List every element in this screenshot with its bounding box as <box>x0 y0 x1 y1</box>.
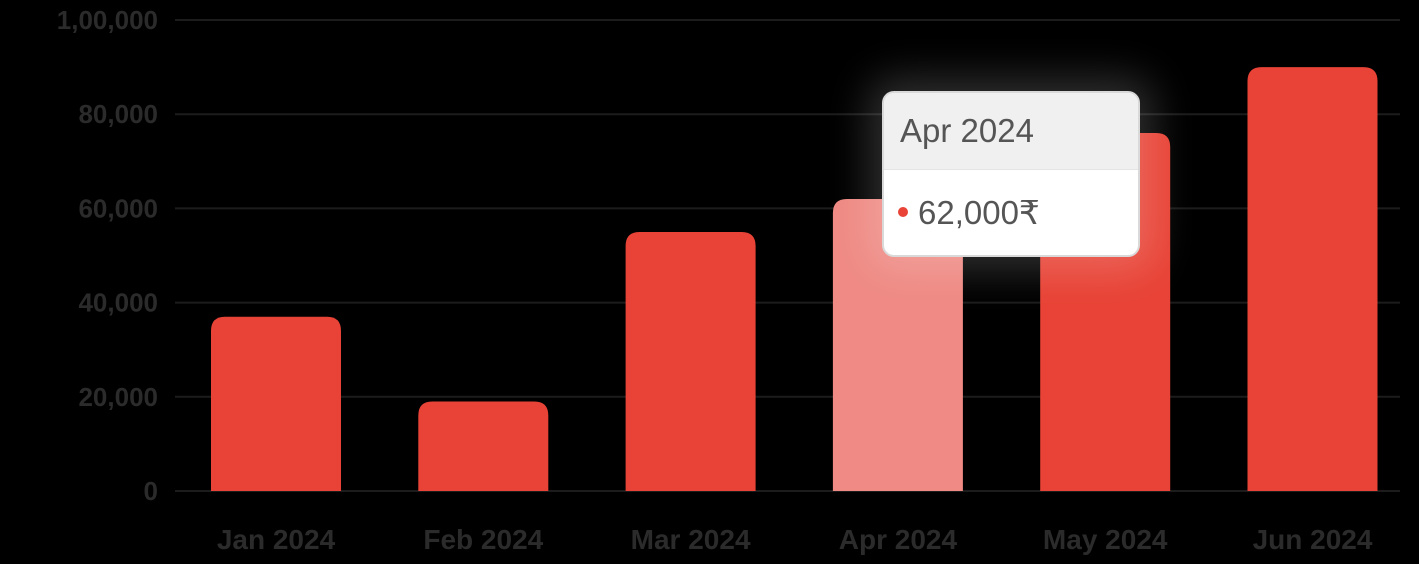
y-tick-label: 60,000 <box>78 193 158 223</box>
x-tick-label: Jan 2024 <box>217 524 336 555</box>
tooltip-value-row: 62,000₹ <box>884 170 1138 254</box>
x-tick-label: May 2024 <box>1043 524 1168 555</box>
y-tick-label: 20,000 <box>78 382 158 412</box>
y-tick-label: 1,00,000 <box>57 5 158 35</box>
x-tick-label: Jun 2024 <box>1253 524 1373 555</box>
y-tick-label: 0 <box>144 476 158 506</box>
series-dot-icon <box>898 207 908 217</box>
bar-mar-2024[interactable] <box>625 231 756 491</box>
bar-jun-2024[interactable] <box>1247 67 1378 491</box>
bar-jan-2024[interactable] <box>211 316 341 491</box>
chart-tooltip: Apr 2024 62,000₹ <box>882 91 1140 257</box>
bar-feb-2024[interactable] <box>418 401 549 491</box>
y-tick-label: 80,000 <box>78 99 158 129</box>
x-tick-label: Feb 2024 <box>423 524 543 555</box>
tooltip-value: 62,000₹ <box>918 193 1040 231</box>
x-tick-label: Apr 2024 <box>839 524 958 555</box>
y-tick-label: 40,000 <box>78 288 158 318</box>
bar-apr-2024[interactable] <box>832 198 963 492</box>
x-tick-label: Mar 2024 <box>631 524 751 555</box>
tooltip-title: Apr 2024 <box>884 93 1138 170</box>
